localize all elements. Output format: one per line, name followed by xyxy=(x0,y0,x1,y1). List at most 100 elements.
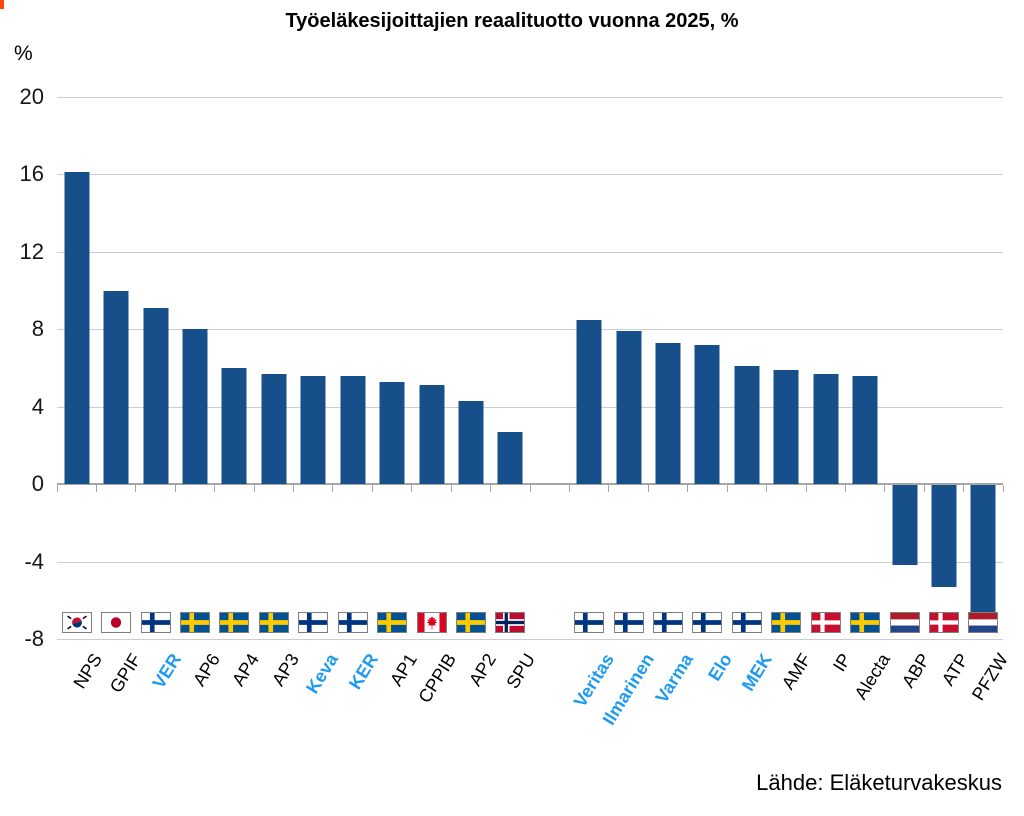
x-axis-tick xyxy=(568,485,570,493)
bar-Veritas xyxy=(576,319,602,485)
bar-Alecta xyxy=(852,375,878,485)
y-gridline-12 xyxy=(57,251,1003,253)
y-tick-label-16: 16 xyxy=(19,161,44,187)
x-label-IP: IP xyxy=(828,650,855,676)
x-axis-tick xyxy=(608,485,610,493)
x-axis-tick xyxy=(647,485,649,493)
x-label-NPS: NPS xyxy=(69,650,106,692)
x-axis-tick xyxy=(1002,485,1004,493)
slot-AP2: AP2 xyxy=(451,97,500,689)
x-label-ATP: ATP xyxy=(938,650,973,690)
y-tick-label-4: 4 xyxy=(31,393,44,419)
x-label-AMF: AMF xyxy=(778,650,816,693)
flag-fi-icon xyxy=(298,612,329,633)
slot-MEK: MEK xyxy=(727,97,776,695)
x-axis-tick xyxy=(174,485,176,493)
flag-dk-icon xyxy=(928,612,959,633)
y-tick-label--8: -8 xyxy=(24,626,44,651)
bar-KER xyxy=(340,375,366,485)
x-label-Alecta: Alecta xyxy=(850,650,895,704)
slot-AP6: AP6 xyxy=(175,97,224,689)
x-axis-line xyxy=(57,483,1003,486)
y-gridline--8 xyxy=(57,639,1003,640)
x-axis-tick xyxy=(411,485,413,493)
x-axis-tick xyxy=(726,485,728,493)
x-axis-tick xyxy=(371,485,373,493)
x-axis-tick xyxy=(214,485,216,493)
flag-jp-icon xyxy=(101,612,132,633)
slot-PFZW: PFZW xyxy=(964,97,1012,704)
x-label-Varma: Varma xyxy=(651,650,698,707)
x-axis-tick xyxy=(529,485,531,493)
x-label-AP3: AP3 xyxy=(267,650,303,690)
flag-kr-icon xyxy=(61,612,92,633)
bar-MEK xyxy=(734,366,760,485)
x-label-AP2: AP2 xyxy=(464,650,500,690)
flag-fi-icon xyxy=(140,612,171,633)
bar-Keva xyxy=(300,375,326,485)
bar-ABP xyxy=(892,485,918,566)
y-tick-label--4: -4 xyxy=(24,548,44,574)
x-label-KER: KER xyxy=(344,650,382,693)
bar-SPU xyxy=(497,431,523,485)
flag-fi-icon xyxy=(653,612,684,633)
x-label-AP6: AP6 xyxy=(188,650,224,690)
x-label-GPIF: GPIF xyxy=(105,650,146,697)
bar-CPPIB xyxy=(419,385,444,485)
chart-title: Työeläkesijoittajien reaalituotto vuonna… xyxy=(285,10,739,32)
slot-AP4: AP4 xyxy=(215,97,263,689)
flag-fi-icon xyxy=(613,612,644,633)
y-axis-unit-label: % xyxy=(14,42,33,65)
flag-fi-icon xyxy=(692,612,723,633)
bar-IP xyxy=(813,373,839,485)
x-label-SPU: SPU xyxy=(502,650,540,692)
x-axis-tick xyxy=(253,485,255,493)
bar-AP3 xyxy=(261,373,287,485)
bar-AMF xyxy=(773,369,799,485)
slot-Alecta: Alecta xyxy=(845,97,894,703)
bar-AP4 xyxy=(221,368,247,485)
x-axis-tick xyxy=(884,485,886,493)
y-tick-label-8: 8 xyxy=(31,316,44,342)
flag-fi-icon xyxy=(337,612,368,633)
flag-se-icon xyxy=(771,612,802,633)
slot-CPPIB: CPPIB xyxy=(412,97,460,706)
slot-Varma: Varma xyxy=(648,97,697,706)
slot-Keva: Keva xyxy=(294,97,342,697)
slot-IP: IP xyxy=(806,97,855,675)
x-axis-tick xyxy=(805,485,807,493)
flag-fi-icon xyxy=(731,612,762,633)
slot-GPIF: GPIF xyxy=(96,97,145,696)
slot-Veritas: Veritas xyxy=(569,97,618,711)
x-label-CPPIB: CPPIB xyxy=(414,650,461,707)
x-label-Elo: Elo xyxy=(704,650,737,685)
flag-se-icon xyxy=(850,612,881,633)
bar-PFZW xyxy=(970,485,996,612)
slot-ABP: ABP xyxy=(885,97,934,691)
slot-VER: VER xyxy=(136,97,185,692)
y-tick-label-0: 0 xyxy=(31,471,44,497)
bar-Elo xyxy=(694,344,720,485)
x-label-PFZW: PFZW xyxy=(968,650,1013,704)
flag-nl-icon xyxy=(889,612,920,633)
bar-AP6 xyxy=(182,329,208,485)
flag-se-icon xyxy=(258,612,289,633)
flag-se-icon xyxy=(455,612,486,633)
bar-slots: NPS GPIF VER AP6 AP4 AP3 Keva KER AP1 CPPIB AP2 SPU… xyxy=(56,97,1012,728)
x-axis-tick xyxy=(56,485,58,493)
x-axis-tick xyxy=(293,485,295,493)
x-axis-tick xyxy=(450,485,452,493)
flag-se-icon xyxy=(377,612,408,633)
x-axis-tick xyxy=(844,485,846,493)
x-axis-tick xyxy=(490,485,492,493)
flag-nl-icon xyxy=(968,612,999,633)
y-gridline-16 xyxy=(57,174,1003,176)
x-axis-tick xyxy=(963,485,965,493)
slot-KER: KER xyxy=(333,97,382,693)
x-axis-tick xyxy=(687,485,689,493)
slot-AMF: AMF xyxy=(767,97,815,693)
bar-ATP xyxy=(931,485,957,587)
x-label-Keva: Keva xyxy=(302,650,343,698)
slot-SPU: SPU xyxy=(491,97,539,692)
slot-spacer xyxy=(530,97,570,639)
